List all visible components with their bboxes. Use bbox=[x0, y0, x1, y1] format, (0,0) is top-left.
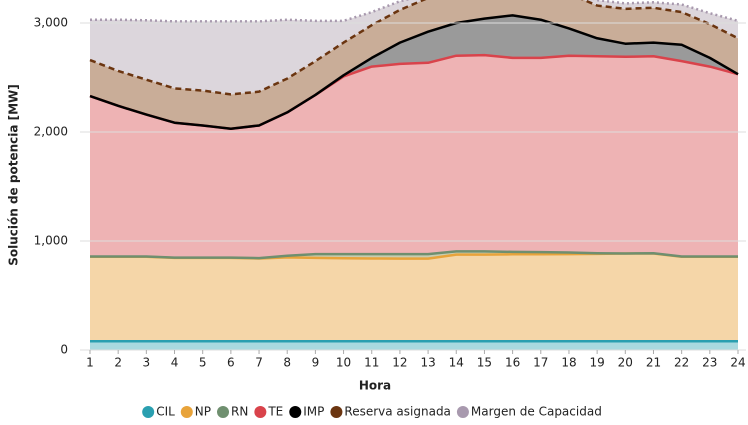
legend-label: RN bbox=[231, 405, 248, 419]
series-line bbox=[89, 14, 739, 130]
legend-marker bbox=[289, 406, 302, 418]
legend-marker bbox=[456, 406, 469, 418]
legend-marker bbox=[142, 406, 155, 418]
x-tick-label: 13 bbox=[420, 356, 435, 370]
legend-label: IMP bbox=[303, 405, 324, 419]
legend-marker bbox=[254, 406, 267, 418]
legend-label: Reserva asignada bbox=[344, 405, 451, 419]
x-tick-label: 23 bbox=[702, 356, 717, 370]
x-tick-label: 18 bbox=[561, 356, 576, 370]
area bbox=[90, 0, 738, 129]
area bbox=[90, 55, 738, 259]
x-tick-label: 3 bbox=[143, 356, 151, 370]
x-tick-label: 5 bbox=[199, 356, 207, 370]
legend-label: CIL bbox=[156, 405, 175, 419]
x-tick-label: 10 bbox=[336, 356, 351, 370]
x-tick-label: 2 bbox=[114, 356, 122, 370]
x-tick-label: 14 bbox=[449, 356, 464, 370]
x-tick-label: 8 bbox=[283, 356, 291, 370]
x-tick-label: 11 bbox=[364, 356, 379, 370]
area bbox=[90, 0, 738, 95]
y-tick-label: 1,000 bbox=[34, 234, 68, 248]
area bbox=[90, 341, 738, 350]
legend-marker bbox=[217, 406, 230, 418]
y-axis-label: Solución de potencia [MW] bbox=[7, 84, 21, 266]
x-tick-label: 22 bbox=[674, 356, 689, 370]
x-tick-label: 6 bbox=[227, 356, 235, 370]
x-axis-label: Hora bbox=[359, 379, 391, 393]
x-tick-label: 9 bbox=[312, 356, 320, 370]
legend-marker bbox=[330, 406, 343, 418]
y-tick-label: 2,000 bbox=[34, 125, 68, 139]
area bbox=[90, 15, 738, 129]
x-tick-label: 15 bbox=[477, 356, 492, 370]
legend-marker bbox=[180, 406, 193, 418]
x-tick-label: 19 bbox=[589, 356, 604, 370]
x-tick-label: 4 bbox=[171, 356, 179, 370]
x-tick-label: 16 bbox=[505, 356, 520, 370]
x-tick-label: 7 bbox=[255, 356, 263, 370]
y-tick-label: 3,000 bbox=[34, 16, 68, 30]
x-tick-label: 1 bbox=[86, 356, 94, 370]
series-line bbox=[89, 0, 739, 96]
x-tick-label: 17 bbox=[533, 356, 548, 370]
legend-label: TE bbox=[267, 405, 283, 419]
y-tick-label: 0 bbox=[60, 343, 68, 357]
plot-area bbox=[89, 0, 739, 350]
x-tick-label: 24 bbox=[730, 356, 745, 370]
legend-label: NP bbox=[195, 405, 211, 419]
x-tick-label: 20 bbox=[618, 356, 633, 370]
x-tick-label: 21 bbox=[646, 356, 661, 370]
legend-label: Margen de Capacidad bbox=[471, 405, 602, 419]
area bbox=[90, 253, 738, 342]
x-tick-label: 12 bbox=[392, 356, 407, 370]
series-line bbox=[90, 250, 738, 260]
